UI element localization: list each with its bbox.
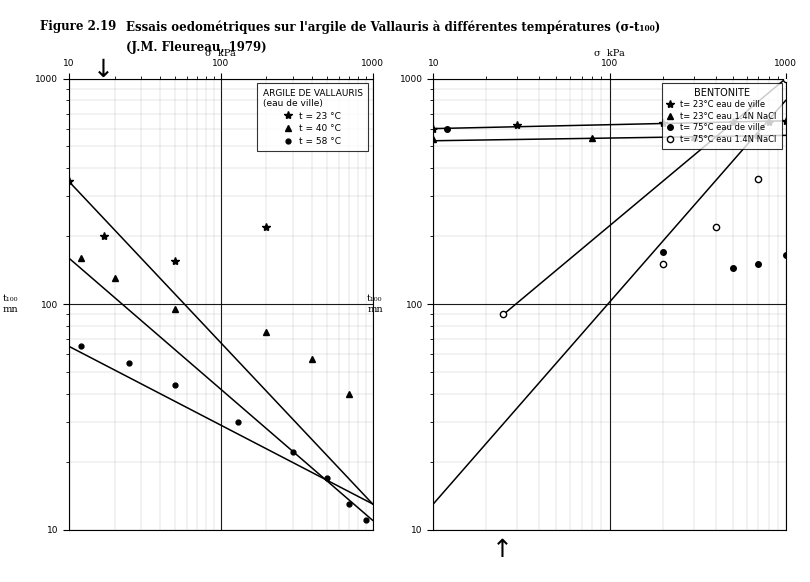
Y-axis label: t₁₀₀
mn: t₁₀₀ mn: [2, 294, 19, 314]
Y-axis label: t₁₀₀
mn: t₁₀₀ mn: [367, 294, 383, 314]
Legend: t = 23 °C, t = 40 °C, t = 58 °C: t = 23 °C, t = 40 °C, t = 58 °C: [258, 83, 368, 151]
X-axis label: σ  kPa: σ kPa: [595, 49, 625, 58]
Text: Essais oedométriques sur l'argile de Vallauris à différentes températures (σ-t₁₀: Essais oedométriques sur l'argile de Val…: [126, 20, 660, 34]
X-axis label: σ  kPa: σ kPa: [206, 49, 236, 58]
Text: (J.M. Fleureau, 1979): (J.M. Fleureau, 1979): [126, 41, 266, 54]
Text: ↓: ↓: [93, 58, 114, 82]
Text: Figure 2.19: Figure 2.19: [40, 20, 117, 33]
Text: ↑: ↑: [492, 538, 513, 562]
Legend: t= 23°C eau de ville, t= 23°C eau 1.4N NaCl, t= 75°C eau de ville, t= 75°C eau 1: t= 23°C eau de ville, t= 23°C eau 1.4N N…: [662, 83, 782, 149]
